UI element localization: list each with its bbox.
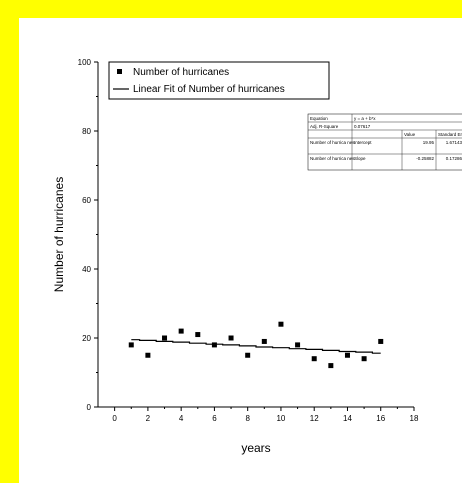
stats-table: Equation y = a + b*x Adj. R-Square 0.07617 V… bbox=[307, 113, 462, 171]
data-point bbox=[162, 335, 168, 341]
data-point bbox=[328, 363, 334, 369]
stats-cell: -0.25882 bbox=[416, 156, 434, 161]
x-tick-label: 10 bbox=[276, 414, 285, 423]
stats-cell: Number of hurrica nes bbox=[310, 156, 355, 161]
data-point bbox=[278, 321, 284, 327]
data-point bbox=[311, 356, 317, 362]
y-tick-label: 100 bbox=[78, 58, 92, 67]
data-point bbox=[128, 342, 134, 348]
data-point bbox=[245, 352, 251, 358]
hurricane-scatter-chart: 0 2 4 6 8 10 12 14 16 18 0 20 40 60 80 100 years Number… bbox=[52, 58, 462, 455]
data-point bbox=[195, 332, 201, 338]
x-tick-label: 6 bbox=[212, 414, 217, 423]
y-tick-label: 80 bbox=[82, 127, 91, 136]
x-tick-label: 8 bbox=[245, 414, 250, 423]
stats-cell: 0.17286 bbox=[446, 156, 462, 161]
data-point bbox=[361, 356, 367, 362]
data-point bbox=[145, 352, 151, 358]
stats-cell: y = a + b*x bbox=[354, 116, 376, 121]
linear-fit-line bbox=[131, 339, 381, 354]
data-point bbox=[211, 342, 217, 348]
y-tick-label: 40 bbox=[82, 265, 91, 274]
stats-cell: Slope bbox=[354, 156, 366, 161]
legend: Number of hurricanes Linear Fit of Number… bbox=[108, 61, 330, 100]
x-tick-label: 0 bbox=[112, 414, 117, 423]
ticks: 0 2 4 6 8 10 12 14 16 18 0 20 40 60 80 100 bbox=[78, 58, 419, 423]
y-tick-label: 0 bbox=[87, 403, 92, 412]
x-tick-label: 2 bbox=[146, 414, 151, 423]
y-tick-label: 20 bbox=[82, 334, 91, 343]
x-tick-label: 12 bbox=[310, 414, 319, 423]
stats-cell: Value bbox=[404, 132, 416, 137]
x-tick-label: 18 bbox=[410, 414, 419, 423]
x-tick-label: 14 bbox=[343, 414, 352, 423]
stats-cell: Equation bbox=[310, 116, 328, 121]
y-axis-label: Number of hurricanes bbox=[52, 177, 66, 292]
fit-line-group bbox=[131, 339, 381, 354]
data-point bbox=[344, 352, 350, 358]
stats-cell: Intercept bbox=[354, 140, 372, 145]
y-tick-label: 60 bbox=[82, 196, 91, 205]
data-point bbox=[178, 328, 184, 334]
stats-cell: Number of hurrica nes bbox=[310, 140, 355, 145]
legend-box bbox=[108, 61, 330, 100]
stats-cell: 1.67143 bbox=[446, 140, 462, 145]
stats-table-box bbox=[307, 113, 462, 171]
legend-entry-fit: Linear Fit of Number of hurricanes bbox=[133, 84, 285, 95]
data-point bbox=[228, 335, 234, 341]
stats-cell: 19.95 bbox=[423, 140, 435, 145]
data-points bbox=[128, 321, 384, 369]
stats-cell: Standard Error bbox=[438, 132, 462, 137]
x-tick-label: 16 bbox=[376, 414, 385, 423]
stats-cell: 0.07617 bbox=[354, 124, 371, 129]
stats-cell: Adj. R-Square bbox=[310, 124, 339, 129]
data-point bbox=[261, 338, 267, 344]
x-axis-label: years bbox=[241, 441, 270, 455]
legend-entry-points: Number of hurricanes bbox=[133, 67, 229, 78]
data-point bbox=[295, 342, 301, 348]
legend-marker-square bbox=[117, 69, 122, 74]
plot-panel: 0 2 4 6 8 10 12 14 16 18 0 20 40 60 80 100 years Number… bbox=[19, 18, 462, 483]
x-tick-label: 4 bbox=[179, 414, 184, 423]
data-point bbox=[378, 338, 384, 344]
